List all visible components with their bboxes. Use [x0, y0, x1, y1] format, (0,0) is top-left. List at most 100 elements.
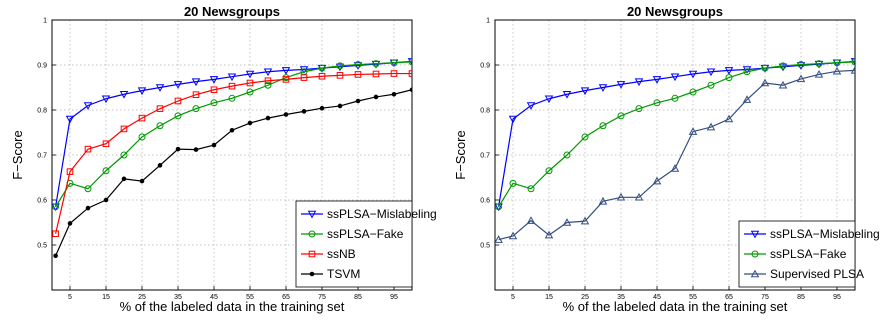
y-tick-label: 0.8 [480, 108, 490, 115]
legend-swatch-marker [309, 271, 315, 277]
data-point [616, 81, 626, 89]
data-point [263, 68, 273, 77]
data-point [52, 203, 60, 211]
data-point [707, 81, 715, 89]
series-2 [495, 65, 855, 243]
data-point [318, 72, 326, 80]
data-point [174, 97, 182, 105]
data-point [580, 216, 590, 225]
data-point [408, 70, 412, 77]
data-point [670, 73, 680, 82]
data-point [211, 142, 217, 148]
data-point [372, 70, 380, 78]
data-point [634, 192, 644, 201]
data-point [688, 127, 698, 135]
chart-title: 20 Newsgroups [627, 4, 723, 19]
data-point [563, 151, 571, 159]
data-point [191, 78, 201, 87]
y-tick-label: 0.6 [37, 198, 47, 205]
legend-label: ssPLSA−Mislabeling [770, 227, 880, 241]
data-point [335, 63, 345, 72]
data-point [85, 205, 91, 211]
data-point [102, 140, 110, 148]
data-point [390, 59, 398, 67]
data-point [526, 216, 536, 224]
data-point [526, 102, 536, 110]
legend-swatch-marker [751, 250, 759, 258]
x-tick-label: 45 [653, 294, 661, 301]
x-axis-label: % of the labeled data in the training se… [563, 299, 788, 314]
data-point [299, 66, 309, 74]
data-point [797, 61, 805, 69]
data-point [192, 91, 200, 99]
chart-left-svg: 5 15 25 35 45 55 65 75 85 95 0.5 0.6 0.7 0.8 0.9 1 20 Ne… [10, 4, 437, 314]
data-point [83, 102, 93, 110]
series-line [498, 69, 855, 241]
data-point [779, 62, 787, 70]
x-tick-label: 15 [102, 294, 110, 301]
data-point [562, 91, 572, 99]
data-point [209, 76, 219, 84]
series-0 [52, 58, 412, 212]
data-point [635, 105, 643, 113]
data-point [354, 71, 362, 78]
data-point [355, 98, 361, 104]
data-point [742, 95, 752, 103]
data-point [193, 147, 199, 152]
data-point [301, 109, 307, 114]
data-point [120, 125, 128, 133]
legend-label: ssNB [327, 247, 356, 261]
data-point [725, 74, 733, 82]
x-tick-label: 95 [833, 294, 841, 301]
data-point [192, 105, 200, 113]
data-point [173, 81, 183, 89]
data-point [778, 80, 788, 89]
series-line [55, 60, 412, 207]
data-point [155, 84, 165, 92]
data-point [653, 99, 661, 107]
x-tick-label: 45 [210, 294, 218, 301]
y-tick-label: 1 [486, 18, 490, 25]
data-point [814, 70, 824, 78]
data-point [120, 151, 128, 159]
data-point [121, 176, 127, 182]
data-point [742, 66, 752, 74]
data-point [67, 221, 73, 226]
data-point [761, 64, 769, 72]
data-point [508, 231, 518, 240]
x-tick-label: 75 [761, 294, 769, 301]
data-point [495, 203, 503, 211]
legend-swatch-marker [750, 230, 760, 239]
data-point [545, 167, 553, 175]
x-tick-label: 95 [390, 294, 398, 301]
series-1 [495, 58, 855, 211]
x-axis-label: % of the labeled data in the training se… [120, 299, 345, 314]
legend-swatch-marker [750, 269, 760, 278]
legend-swatch-marker [307, 210, 317, 219]
data-point [264, 77, 272, 85]
x-tick-label: 35 [617, 294, 625, 301]
y-axis-label: F−Score [453, 130, 468, 180]
x-tick-label: 5 [511, 294, 515, 301]
y-tick-label: 1 [43, 18, 47, 25]
series-line [498, 61, 855, 208]
data-point [598, 84, 608, 92]
data-point [138, 133, 146, 141]
data-point [796, 74, 806, 83]
data-point [760, 78, 770, 87]
data-point [671, 94, 679, 102]
data-point [390, 70, 398, 77]
data-point [319, 105, 325, 111]
data-point [652, 176, 662, 185]
data-point [228, 82, 236, 90]
data-point [408, 58, 412, 66]
data-point [495, 235, 503, 243]
data-point [318, 64, 326, 72]
data-point [210, 99, 218, 107]
series-line [55, 61, 412, 208]
data-point [373, 94, 379, 100]
data-point [139, 178, 145, 184]
data-point [706, 68, 716, 77]
data-point [283, 112, 289, 117]
data-point [138, 114, 146, 122]
